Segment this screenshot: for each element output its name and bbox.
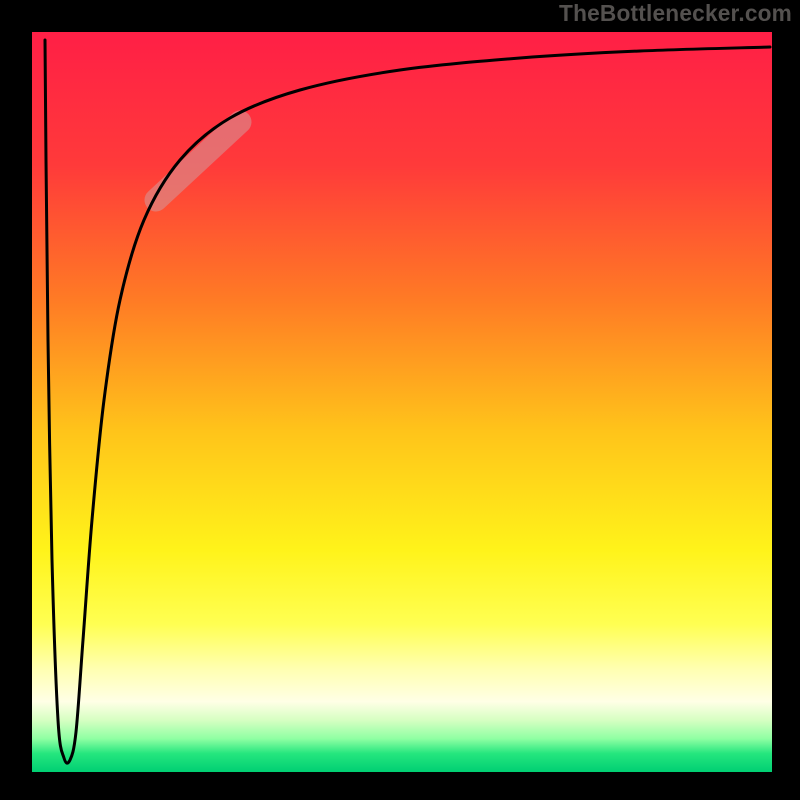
attribution-text: TheBottlenecker.com xyxy=(559,0,792,27)
chart-svg xyxy=(0,0,800,800)
gradient-background xyxy=(32,32,772,772)
stage: TheBottlenecker.com xyxy=(0,0,800,800)
